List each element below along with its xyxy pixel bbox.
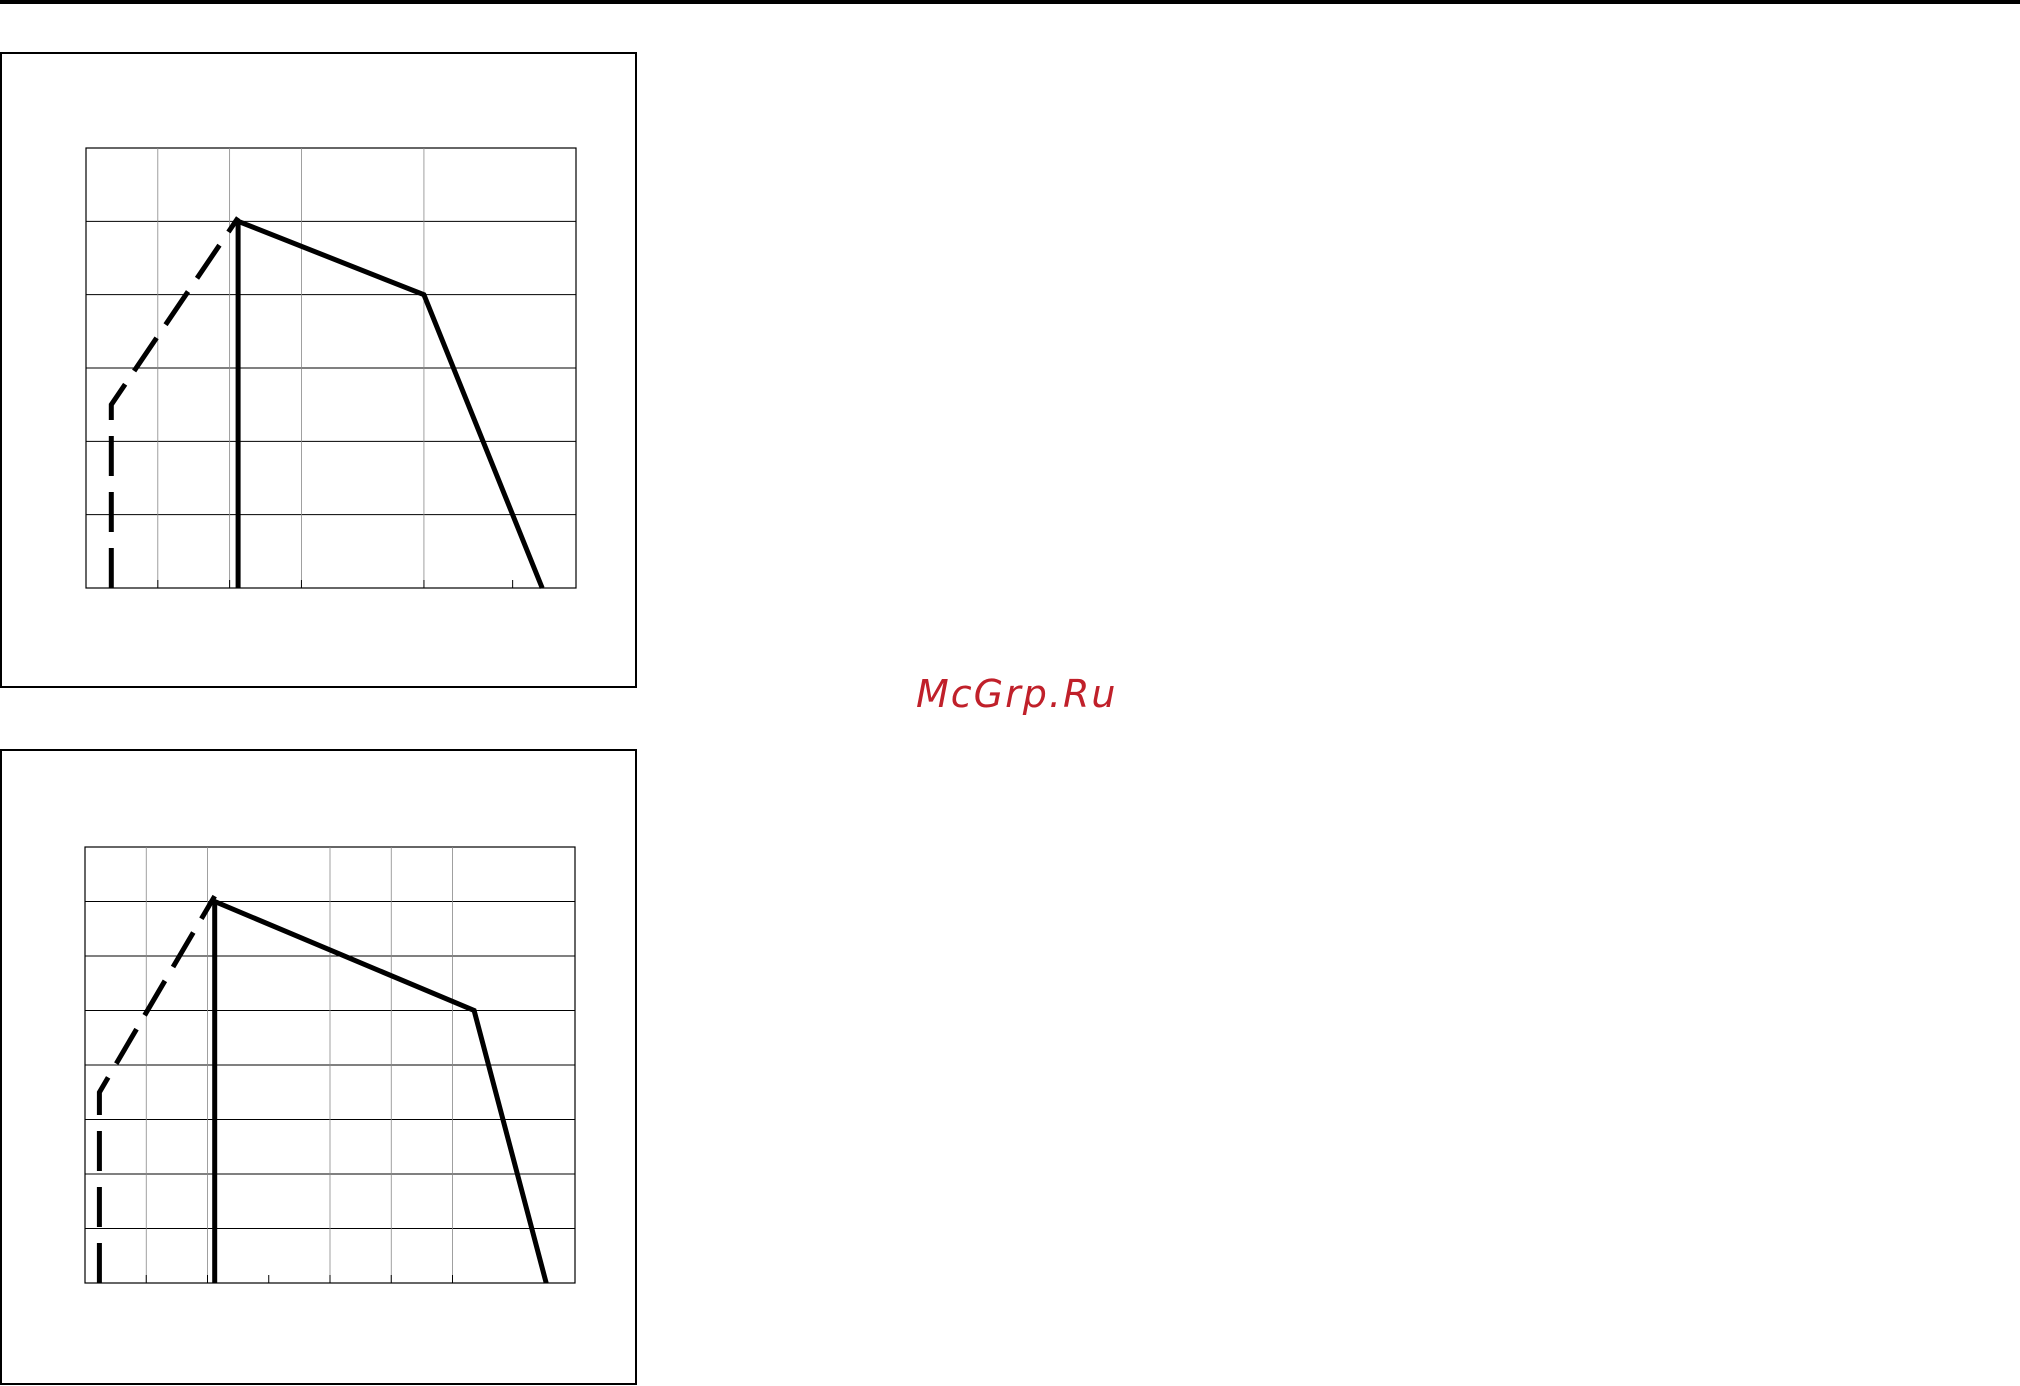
solid-series-line bbox=[235, 217, 545, 589]
dashed-series-line bbox=[108, 216, 241, 588]
line-chart-1 bbox=[85, 147, 577, 589]
watermark-text: McGrp.Ru bbox=[916, 672, 1118, 716]
solid-series-line bbox=[212, 897, 549, 1284]
dashed-series-line bbox=[96, 894, 217, 1283]
line-chart-2 bbox=[84, 846, 576, 1284]
chart-panel-2 bbox=[0, 749, 637, 1385]
top-rule bbox=[0, 0, 2020, 4]
chart-panel-1 bbox=[0, 52, 637, 688]
